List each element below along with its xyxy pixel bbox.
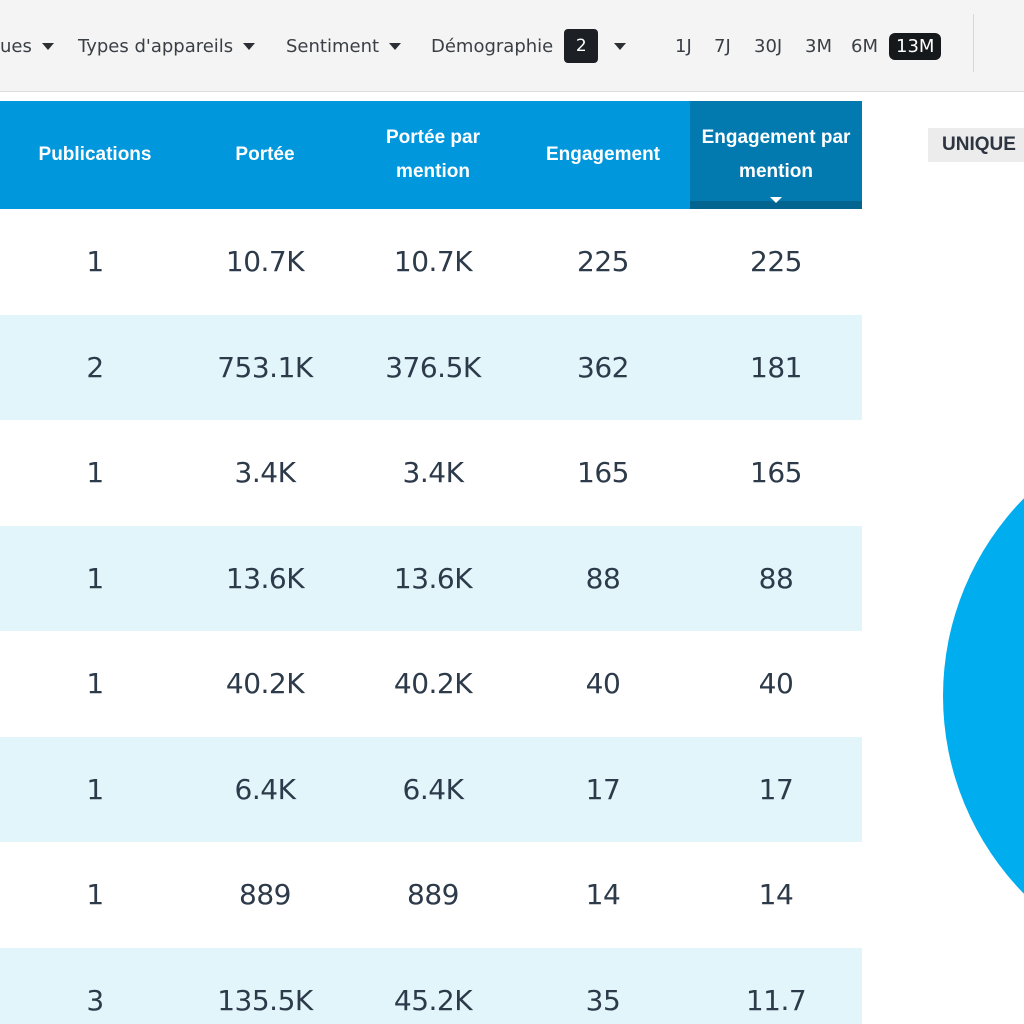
pie-chart-svg: [943, 470, 1024, 930]
table-cell-reach-per-mention: 376.5K: [385, 350, 481, 384]
table-cell-engagement-per-mention: 165: [750, 456, 802, 490]
time-range-6m[interactable]: 6M: [851, 0, 878, 92]
table-cell-engagement-per-mention: 225: [750, 245, 802, 279]
table-row[interactable]: 1 10.7K 10.7K 225 225: [0, 209, 862, 315]
table-cell-engagement-per-mention: 181: [750, 350, 802, 384]
divider: [973, 14, 974, 72]
column-header-label: Publications: [38, 144, 152, 165]
table-cell-publications: 1: [86, 878, 104, 912]
data-table: Publications Portée Portée par mention E…: [0, 101, 862, 1024]
table-row[interactable]: 1 13.6K 13.6K 88 88: [0, 525, 862, 631]
table-row[interactable]: 2 753.1K 376.5K 362 181: [0, 314, 862, 420]
table-cell-publications: 3: [86, 983, 104, 1017]
column-header-label: Portée: [235, 144, 295, 165]
table-cell-engagement: 40: [585, 667, 621, 701]
table-cell-reach-per-mention: 10.7K: [393, 245, 473, 279]
pie-slice[interactable]: [943, 470, 1024, 930]
table-cell-reach: 40.2K: [225, 667, 305, 701]
filter-count-badge: 2: [564, 29, 599, 63]
table-cell-reach-per-mention: 45.2K: [393, 983, 473, 1017]
table-cell-engagement: 165: [577, 456, 629, 490]
table-cell-reach-per-mention: 40.2K: [393, 667, 473, 701]
table-cell-publications: 1: [86, 561, 104, 595]
filter-dropdown-sentiment[interactable]: Sentiment: [286, 0, 402, 92]
table-cell-reach: 10.7K: [225, 245, 305, 279]
table-cell-reach-per-mention: 889: [407, 878, 459, 912]
table-cell-publications: 2: [86, 350, 104, 384]
table-cell-reach: 3.4K: [234, 456, 296, 490]
table-body: 1 10.7K 10.7K 225 225 2 753.1K 376.5K 362 181 1 3.4…: [0, 209, 862, 1024]
time-range-label: 1J: [675, 35, 692, 57]
filter-dropdown-demographics[interactable]: Démographie 2: [431, 0, 627, 92]
column-header-publications[interactable]: Publications: [0, 101, 190, 209]
filter-label: Démographie: [431, 35, 554, 57]
table-cell-publications: 1: [86, 667, 104, 701]
table-cell-reach: 135.5K: [217, 983, 313, 1017]
time-range-label: 7J: [714, 35, 731, 57]
table-cell-publications: 1: [86, 245, 104, 279]
column-header-label: Engagement par mention: [701, 127, 851, 182]
table-cell-reach-per-mention: 6.4K: [402, 772, 464, 806]
table-cell-engagement-per-mention: 88: [758, 561, 794, 595]
filter-dropdown-device-types[interactable]: Types d'appareils: [78, 0, 256, 92]
column-header-engagement-per-mention[interactable]: Engagement par mention: [690, 101, 862, 209]
table-cell-engagement: 362: [577, 350, 629, 384]
filter-label: Sentiment: [286, 35, 380, 57]
table-cell-reach-per-mention: 3.4K: [402, 456, 464, 490]
table-row[interactable]: 3 135.5K 45.2K 35 11.7: [0, 947, 862, 1024]
column-header-label: Portée par mention: [386, 127, 480, 182]
sort-descending-icon: [770, 197, 782, 203]
chevron-down-icon: [389, 42, 402, 50]
table-cell-reach: 753.1K: [217, 350, 313, 384]
filter-bar: ues Types d'appareils Sentiment Démograp…: [0, 0, 1024, 92]
filter-label: Types d'appareils: [78, 35, 234, 57]
time-range-3m[interactable]: 3M: [805, 0, 832, 92]
table-cell-reach: 6.4K: [234, 772, 296, 806]
time-range-label: 6M: [851, 35, 878, 57]
column-header-reach[interactable]: Portée: [180, 101, 350, 209]
column-header-reach-per-mention[interactable]: Portée par mention: [350, 101, 516, 209]
time-range-7j[interactable]: 7J: [714, 0, 731, 92]
chevron-down-icon: [614, 42, 627, 50]
column-header-engagement[interactable]: Engagement: [516, 101, 690, 209]
table-cell-engagement: 17: [585, 772, 621, 806]
filter-dropdown-truncated[interactable]: ues: [0, 0, 54, 92]
table-cell-reach-per-mention: 13.6K: [393, 561, 473, 595]
column-header-label: Engagement: [545, 144, 661, 165]
time-range-label: 30J: [754, 35, 783, 57]
time-range-label: 13M: [889, 32, 942, 60]
table-cell-engagement-per-mention: 14: [758, 878, 794, 912]
table-row[interactable]: 1 889 889 14 14: [0, 842, 862, 948]
time-range-1j[interactable]: 1J: [675, 0, 692, 92]
table-cell-engagement: 225: [577, 245, 629, 279]
filter-label: ues: [0, 35, 32, 57]
table-cell-engagement-per-mention: 17: [758, 772, 794, 806]
chevron-down-icon: [243, 42, 256, 50]
table-cell-reach: 889: [239, 878, 291, 912]
table-header: Publications Portée Portée par mention E…: [0, 101, 862, 209]
time-range-label: 3M: [805, 35, 832, 57]
table-cell-engagement-per-mention: 11.7: [745, 983, 807, 1017]
table-row[interactable]: 1 6.4K 6.4K 17 17: [0, 736, 862, 842]
table-cell-engagement-per-mention: 40: [758, 667, 794, 701]
table-cell-engagement: 14: [585, 878, 621, 912]
table-cell-publications: 1: [86, 772, 104, 806]
chevron-down-icon: [41, 42, 54, 50]
time-range-30j[interactable]: 30J: [754, 0, 782, 92]
table-cell-engagement: 35: [585, 983, 621, 1017]
table-row[interactable]: 1 40.2K 40.2K 40 40: [0, 631, 862, 737]
unique-label: UNIQUE: [928, 128, 1024, 162]
pie-chart: [940, 470, 1024, 930]
table-cell-publications: 1: [86, 456, 104, 490]
table-cell-engagement: 88: [585, 561, 621, 595]
table-row[interactable]: 1 3.4K 3.4K 165 165: [0, 420, 862, 526]
time-range-13m[interactable]: 13M: [889, 0, 942, 92]
table-cell-reach: 13.6K: [225, 561, 305, 595]
